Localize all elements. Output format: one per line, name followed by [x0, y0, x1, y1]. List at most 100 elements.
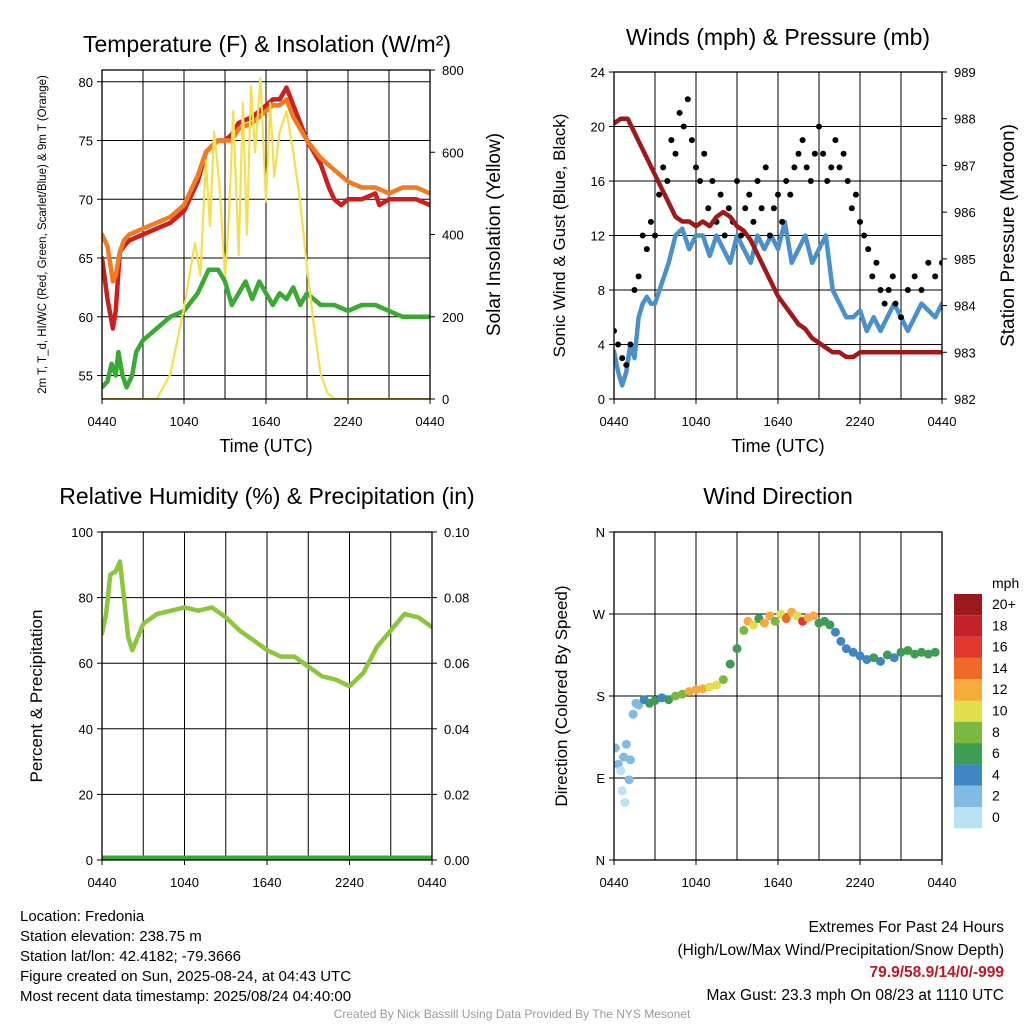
gust-point [811, 150, 818, 157]
plot-frame [613, 71, 943, 400]
gust-point [911, 273, 918, 280]
direction-point [664, 695, 674, 705]
colorbar-swatch [954, 807, 982, 829]
direction-point [684, 686, 694, 696]
colorbar-swatch [954, 721, 982, 744]
x-axis-label: Time (UTC) [731, 436, 824, 456]
series-line [102, 97, 430, 284]
y-tick-label: 80 [79, 591, 93, 606]
colorbar-label: 4 [992, 766, 1000, 782]
plot-area [614, 607, 940, 808]
y-axis-label: Direction (Colored By Speed) [552, 585, 571, 806]
direction-point [825, 620, 835, 630]
direction-point [657, 693, 667, 703]
direction-point [625, 755, 635, 765]
y-tick-label: 4 [598, 338, 605, 353]
x-tick-label: 1640 [764, 875, 793, 890]
y-right-tick-label: 0.08 [444, 591, 469, 606]
x-tick-label: 0440 [928, 414, 957, 429]
gust-point [766, 232, 773, 239]
y-right-tick-label: 0.04 [444, 722, 469, 737]
y-tick-label: 0 [598, 392, 605, 407]
direction-point [781, 614, 791, 624]
gust-point [758, 205, 765, 212]
colorbar-unit: mph [992, 575, 1019, 591]
x-tick-label: 1040 [170, 414, 199, 429]
colorbar-swatch [954, 594, 982, 616]
y-axis-label: Percent & Precipitation [27, 610, 46, 783]
direction-point [809, 611, 819, 621]
gust-point [885, 287, 892, 293]
gust-point [865, 246, 872, 253]
gust-point [925, 259, 932, 266]
y-tick-label: 65 [79, 251, 93, 266]
direction-point [691, 685, 701, 695]
series-line [102, 559, 432, 689]
x-tick-label: 0440 [928, 875, 957, 890]
chart-title: Temperature (F) & Insolation (W/m²) [83, 31, 451, 57]
gust-point [635, 273, 642, 280]
gust-point [705, 205, 712, 212]
y-tick-label: 70 [79, 192, 93, 207]
y-right-tick-label: 600 [442, 145, 464, 160]
y-right-tick-label: 0.10 [444, 525, 469, 540]
colorbar-label: 18 [992, 617, 1008, 633]
gust-point [892, 300, 899, 307]
extremes-values: 79.9/58.9/14/0/-999 [869, 964, 1004, 981]
y-tick-label: 12 [591, 229, 605, 244]
y-tick-label: S [596, 689, 605, 704]
x-tick-label: 1640 [764, 414, 793, 429]
y-right-tick-label: 0.02 [444, 787, 469, 802]
colorbar-label: 14 [992, 660, 1008, 676]
direction-point [628, 709, 638, 719]
direction-point [836, 636, 846, 646]
y-right-tick-label: 986 [954, 205, 976, 220]
colorbar-label: 0 [992, 809, 1000, 825]
series-line [614, 219, 942, 388]
direction-point [617, 786, 627, 796]
direction-point [830, 627, 840, 637]
extremes-heading: Extremes For Past 24 Hours [808, 919, 1004, 936]
y-right-tick-label: 984 [954, 299, 976, 314]
gust-point [660, 164, 667, 171]
colorbar-swatch [954, 785, 982, 807]
gust-point [664, 178, 671, 184]
gust-point [898, 314, 904, 321]
colorbar-label: 2 [992, 788, 1000, 804]
direction-point [917, 647, 926, 657]
colorbar-swatch [954, 743, 982, 765]
gust-point [869, 273, 876, 280]
gust-point [816, 123, 822, 130]
series-line [102, 77, 430, 399]
gust-point [643, 246, 650, 253]
direction-point [869, 653, 879, 663]
figure-created: Figure created on Sun, 2025-08-24, at 04… [20, 968, 352, 985]
y-axis-label: 2m T, T_d, HI/WC (Red, Green, Scarlet/Bl… [37, 75, 49, 394]
gust-point [820, 150, 827, 157]
colorbar-swatch [954, 636, 982, 658]
x-tick-label: 2240 [846, 875, 875, 890]
temperature-insolation-chart: Temperature (F) & Insolation (W/m²) 55 60 6… [37, 31, 505, 456]
y-axis-label: Sonic Wind & Gust (Blue, Black) [550, 114, 569, 358]
y-tick-label: 80 [79, 75, 93, 90]
y-tick-label: W [593, 607, 606, 622]
chart-title: Relative Humidity (%) & Precipitation (i… [59, 483, 474, 509]
gust-point [877, 287, 884, 293]
y-tick-label: 8 [598, 283, 605, 298]
y-tick-label: 16 [591, 174, 605, 189]
x-tick-label: 1640 [253, 875, 282, 890]
station-info: Location: Fredonia Station elevation: 23… [20, 907, 351, 1007]
direction-point [903, 645, 913, 655]
direction-point [732, 644, 742, 654]
gust-point [672, 150, 679, 157]
gust-point [873, 259, 880, 266]
gust-point [904, 287, 911, 293]
y-tick-label: 20 [591, 120, 605, 135]
y-right-tick-label: 982 [954, 392, 976, 407]
gust-point [783, 178, 790, 184]
gust-point [881, 300, 888, 307]
extremes-subheading: (High/Low/Max Wind/Precipitation/Snow De… [677, 941, 1005, 959]
y-right-tick-label: 400 [442, 228, 464, 243]
station-elevation: Station elevation: 238.75 m [20, 928, 202, 945]
